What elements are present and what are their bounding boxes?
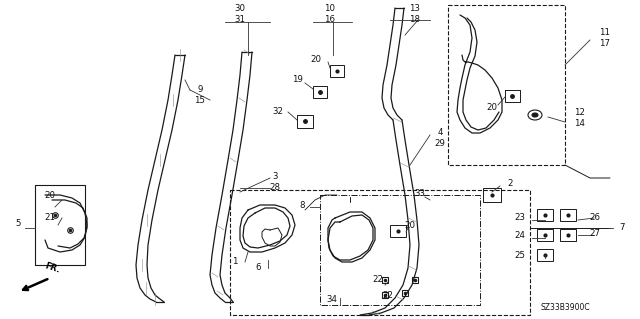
Text: 32: 32 [273,108,284,116]
Text: 23: 23 [515,213,525,222]
Text: 22: 22 [372,275,383,284]
Text: 20: 20 [486,103,497,113]
Text: SZ33B3900C: SZ33B3900C [540,303,590,313]
Text: 1: 1 [232,257,237,266]
Bar [297,115,313,128]
Bar [483,188,501,202]
Text: 13
18: 13 18 [410,4,420,24]
Bar [313,86,327,98]
Text: 26: 26 [589,213,600,222]
Bar [560,209,576,221]
Text: 12
14: 12 14 [575,108,586,128]
Bar [390,225,406,237]
Text: 5: 5 [15,219,20,228]
Text: 8: 8 [300,201,305,210]
Text: 9
15: 9 15 [195,85,205,105]
Text: 27: 27 [589,229,600,239]
Text: 21: 21 [45,213,56,222]
Text: 2: 2 [508,180,513,189]
Bar [560,229,576,241]
Text: FR.: FR. [44,262,61,275]
Text: 4
29: 4 29 [435,128,445,148]
Text: 20: 20 [404,221,415,231]
Text: 34: 34 [326,295,337,305]
Bar [537,209,553,221]
Bar [537,249,553,261]
Ellipse shape [532,113,538,117]
Text: 20: 20 [310,56,321,64]
Text: 24: 24 [515,232,525,241]
Text: 22: 22 [383,291,394,300]
Text: 30
31: 30 31 [234,4,246,24]
Bar [330,65,344,77]
Text: 11
17: 11 17 [600,28,611,48]
Text: 6: 6 [255,263,260,272]
Text: 33: 33 [415,189,426,197]
Text: 19: 19 [292,76,303,85]
Text: 7: 7 [620,224,625,233]
Text: 25: 25 [515,251,525,261]
Bar [537,229,553,241]
Text: 3
28: 3 28 [269,172,280,192]
Text: 20: 20 [45,190,56,199]
Text: 10
16: 10 16 [324,4,335,24]
